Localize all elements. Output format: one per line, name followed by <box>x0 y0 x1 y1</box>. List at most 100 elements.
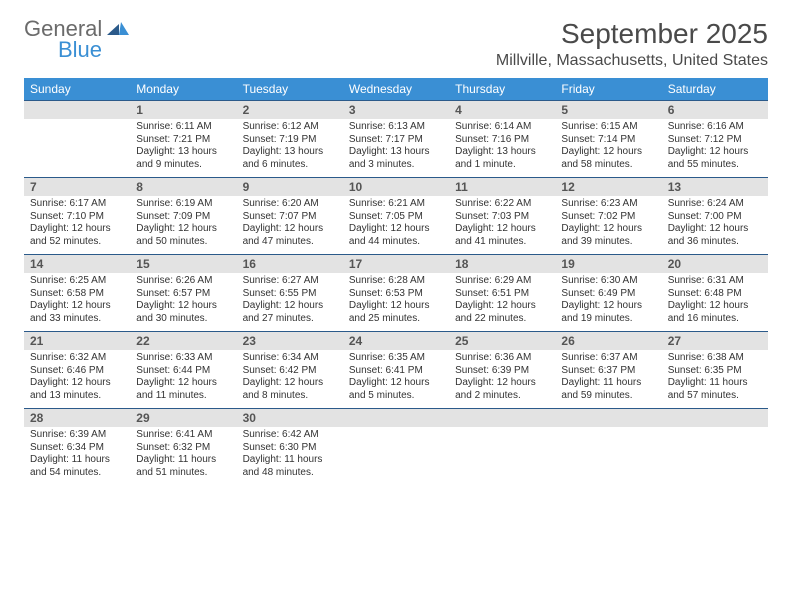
day-details: Sunrise: 6:25 AMSunset: 6:58 PMDaylight:… <box>24 273 130 331</box>
day-cell <box>343 427 449 485</box>
day-number-cell: 10 <box>343 178 449 197</box>
logo-word-blue: Blue <box>58 39 129 61</box>
daylight-text: Daylight: 12 hours and 11 minutes. <box>136 377 230 402</box>
day-cell: Sunrise: 6:25 AMSunset: 6:58 PMDaylight:… <box>24 273 130 332</box>
day-cell: Sunrise: 6:34 AMSunset: 6:42 PMDaylight:… <box>237 350 343 409</box>
day-number <box>343 410 449 426</box>
sunrise-text: Sunrise: 6:33 AM <box>136 352 230 365</box>
day-details: Sunrise: 6:29 AMSunset: 6:51 PMDaylight:… <box>449 273 555 331</box>
day-number-cell <box>662 409 768 428</box>
day-details: Sunrise: 6:30 AMSunset: 6:49 PMDaylight:… <box>555 273 661 331</box>
sunrise-text: Sunrise: 6:34 AM <box>243 352 337 365</box>
day-cell: Sunrise: 6:32 AMSunset: 6:46 PMDaylight:… <box>24 350 130 409</box>
day-number-cell: 24 <box>343 332 449 351</box>
day-cell: Sunrise: 6:21 AMSunset: 7:05 PMDaylight:… <box>343 196 449 255</box>
day-cell: Sunrise: 6:22 AMSunset: 7:03 PMDaylight:… <box>449 196 555 255</box>
day-details: Sunrise: 6:33 AMSunset: 6:44 PMDaylight:… <box>130 350 236 408</box>
day-number <box>449 410 555 426</box>
day-cell <box>24 119 130 178</box>
day-number-cell: 23 <box>237 332 343 351</box>
daylight-text: Daylight: 12 hours and 41 minutes. <box>455 223 549 248</box>
location-text: Millville, Massachusetts, United States <box>496 52 768 70</box>
sunset-text: Sunset: 6:49 PM <box>561 288 655 301</box>
day-details: Sunrise: 6:35 AMSunset: 6:41 PMDaylight:… <box>343 350 449 408</box>
day-details: Sunrise: 6:17 AMSunset: 7:10 PMDaylight:… <box>24 196 130 254</box>
daylight-text: Daylight: 12 hours and 58 minutes. <box>561 146 655 171</box>
day-cell: Sunrise: 6:20 AMSunset: 7:07 PMDaylight:… <box>237 196 343 255</box>
sunset-text: Sunset: 7:17 PM <box>349 134 443 147</box>
day-number: 15 <box>130 255 236 273</box>
day-details: Sunrise: 6:32 AMSunset: 6:46 PMDaylight:… <box>24 350 130 408</box>
day-details: Sunrise: 6:26 AMSunset: 6:57 PMDaylight:… <box>130 273 236 331</box>
day-details: Sunrise: 6:14 AMSunset: 7:16 PMDaylight:… <box>449 119 555 177</box>
day-number: 19 <box>555 255 661 273</box>
day-cell: Sunrise: 6:30 AMSunset: 6:49 PMDaylight:… <box>555 273 661 332</box>
sunrise-text: Sunrise: 6:38 AM <box>668 352 762 365</box>
day-cell: Sunrise: 6:14 AMSunset: 7:16 PMDaylight:… <box>449 119 555 178</box>
calendar-body: 123456Sunrise: 6:11 AMSunset: 7:21 PMDay… <box>24 101 768 486</box>
sunrise-text: Sunrise: 6:31 AM <box>668 275 762 288</box>
sunset-text: Sunset: 7:05 PM <box>349 211 443 224</box>
day-number-cell: 9 <box>237 178 343 197</box>
day-details: Sunrise: 6:19 AMSunset: 7:09 PMDaylight:… <box>130 196 236 254</box>
day-number-cell: 30 <box>237 409 343 428</box>
day-details: Sunrise: 6:36 AMSunset: 6:39 PMDaylight:… <box>449 350 555 408</box>
day-number-cell: 1 <box>130 101 236 120</box>
daylight-text: Daylight: 11 hours and 57 minutes. <box>668 377 762 402</box>
day-details: Sunrise: 6:41 AMSunset: 6:32 PMDaylight:… <box>130 427 236 485</box>
day-number-cell: 5 <box>555 101 661 120</box>
day-number: 28 <box>24 409 130 427</box>
sunrise-text: Sunrise: 6:32 AM <box>30 352 124 365</box>
sunset-text: Sunset: 7:10 PM <box>30 211 124 224</box>
sunset-text: Sunset: 6:37 PM <box>561 365 655 378</box>
sunset-text: Sunset: 7:19 PM <box>243 134 337 147</box>
daylight-text: Daylight: 12 hours and 36 minutes. <box>668 223 762 248</box>
day-cell: Sunrise: 6:27 AMSunset: 6:55 PMDaylight:… <box>237 273 343 332</box>
day-number: 17 <box>343 255 449 273</box>
day-cell: Sunrise: 6:31 AMSunset: 6:48 PMDaylight:… <box>662 273 768 332</box>
daylight-text: Daylight: 12 hours and 30 minutes. <box>136 300 230 325</box>
day-details <box>24 119 130 127</box>
day-cell: Sunrise: 6:19 AMSunset: 7:09 PMDaylight:… <box>130 196 236 255</box>
daylight-text: Daylight: 12 hours and 55 minutes. <box>668 146 762 171</box>
day-cell: Sunrise: 6:38 AMSunset: 6:35 PMDaylight:… <box>662 350 768 409</box>
sunset-text: Sunset: 7:03 PM <box>455 211 549 224</box>
day-cell: Sunrise: 6:39 AMSunset: 6:34 PMDaylight:… <box>24 427 130 485</box>
day-number: 4 <box>449 101 555 119</box>
sunset-text: Sunset: 6:55 PM <box>243 288 337 301</box>
daynum-row: 123456 <box>24 101 768 120</box>
sunset-text: Sunset: 7:14 PM <box>561 134 655 147</box>
day-details: Sunrise: 6:20 AMSunset: 7:07 PMDaylight:… <box>237 196 343 254</box>
daylight-text: Daylight: 12 hours and 22 minutes. <box>455 300 549 325</box>
sunrise-text: Sunrise: 6:41 AM <box>136 429 230 442</box>
day-number-cell <box>343 409 449 428</box>
day-details: Sunrise: 6:37 AMSunset: 6:37 PMDaylight:… <box>555 350 661 408</box>
sunrise-text: Sunrise: 6:29 AM <box>455 275 549 288</box>
day-number: 30 <box>237 409 343 427</box>
day-number: 5 <box>555 101 661 119</box>
day-number: 29 <box>130 409 236 427</box>
sunrise-text: Sunrise: 6:11 AM <box>136 121 230 134</box>
day-details: Sunrise: 6:11 AMSunset: 7:21 PMDaylight:… <box>130 119 236 177</box>
daylight-text: Daylight: 12 hours and 19 minutes. <box>561 300 655 325</box>
sunrise-text: Sunrise: 6:30 AM <box>561 275 655 288</box>
day-cell <box>449 427 555 485</box>
sunset-text: Sunset: 6:34 PM <box>30 442 124 455</box>
daylight-text: Daylight: 11 hours and 51 minutes. <box>136 454 230 479</box>
day-number: 26 <box>555 332 661 350</box>
day-details <box>555 427 661 435</box>
daylight-text: Daylight: 12 hours and 16 minutes. <box>668 300 762 325</box>
day-number-cell: 26 <box>555 332 661 351</box>
sunrise-text: Sunrise: 6:14 AM <box>455 121 549 134</box>
daylight-text: Daylight: 11 hours and 59 minutes. <box>561 377 655 402</box>
calendar-table: Sunday Monday Tuesday Wednesday Thursday… <box>24 78 768 485</box>
day-details: Sunrise: 6:16 AMSunset: 7:12 PMDaylight:… <box>662 119 768 177</box>
calendar-page: General Blue September 2025 Millville, M… <box>0 0 792 503</box>
day-number-cell: 15 <box>130 255 236 274</box>
day-details: Sunrise: 6:31 AMSunset: 6:48 PMDaylight:… <box>662 273 768 331</box>
day-number-cell: 29 <box>130 409 236 428</box>
day-cell <box>662 427 768 485</box>
day-cell: Sunrise: 6:24 AMSunset: 7:00 PMDaylight:… <box>662 196 768 255</box>
daylight-text: Daylight: 12 hours and 39 minutes. <box>561 223 655 248</box>
sunset-text: Sunset: 7:00 PM <box>668 211 762 224</box>
